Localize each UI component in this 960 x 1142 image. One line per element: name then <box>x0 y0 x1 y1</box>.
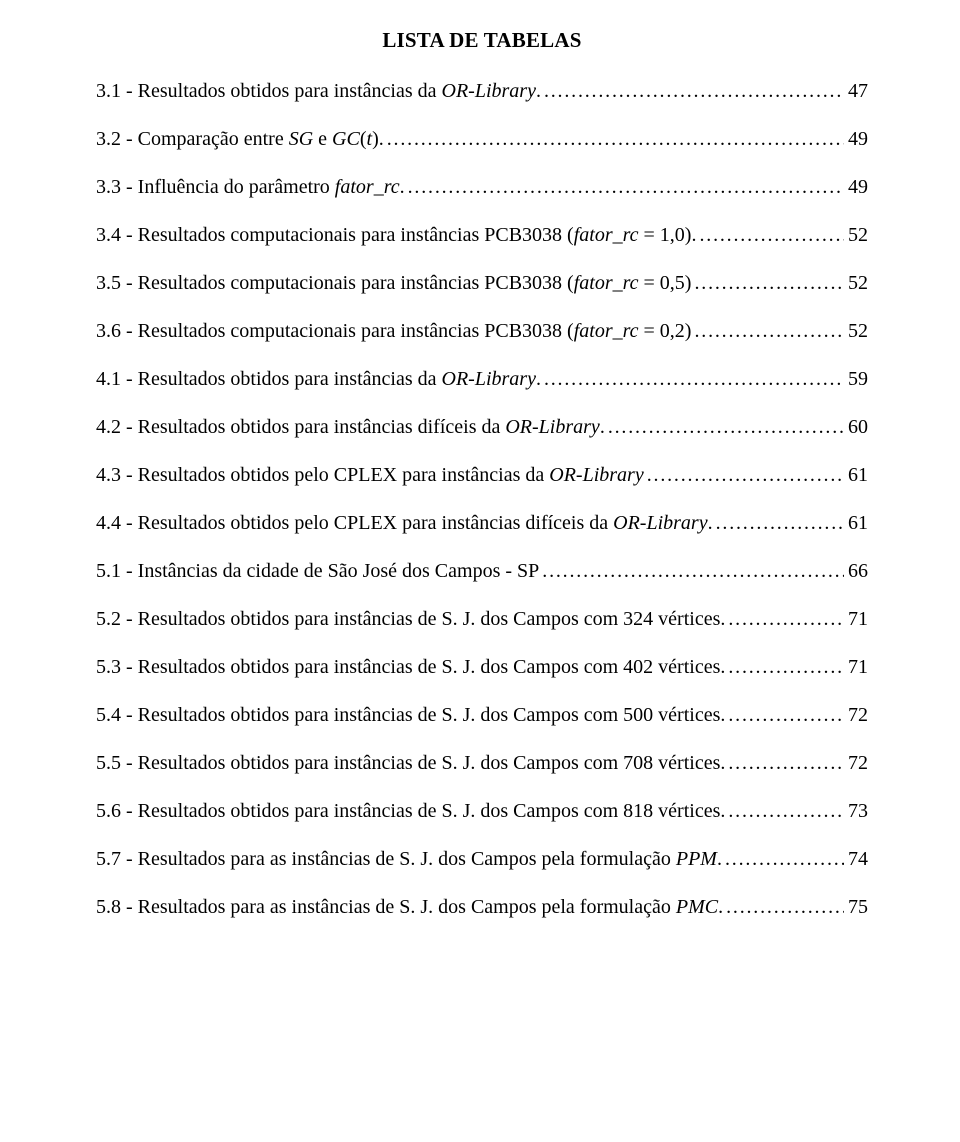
toc-entry-label: 5.6 - Resultados obtidos para instâncias… <box>96 801 725 821</box>
toc-entry: 3.4 - Resultados computacionais para ins… <box>96 225 868 245</box>
toc-entry-page: 71 <box>844 657 868 677</box>
toc-entry-label: 5.3 - Resultados obtidos para instâncias… <box>96 657 725 677</box>
toc-entry: 5.7 - Resultados para as instâncias de S… <box>96 849 868 869</box>
toc-entry-label: 5.8 - Resultados para as instâncias de S… <box>96 897 723 917</box>
toc-entry: 3.5 - Resultados computacionais para ins… <box>96 273 868 293</box>
toc-leader-dots <box>722 849 844 869</box>
toc-entry: 4.2 - Resultados obtidos para instâncias… <box>96 417 868 437</box>
page-title: LISTA DE TABELAS <box>96 28 868 53</box>
toc-entry-page: 72 <box>844 753 868 773</box>
toc-entry-label: 4.1 - Resultados obtidos para instâncias… <box>96 369 541 389</box>
toc-entry: 5.5 - Resultados obtidos para instâncias… <box>96 753 868 773</box>
toc-entry-label: 4.4 - Resultados obtidos pelo CPLEX para… <box>96 513 713 533</box>
toc-entry-label: 3.3 - Influência do parâmetro fator_rc. <box>96 177 405 197</box>
toc-entry-label: 5.7 - Resultados para as instâncias de S… <box>96 849 722 869</box>
toc-entry-label: 3.5 - Resultados computacionais para ins… <box>96 273 691 293</box>
toc-leader-dots <box>696 225 844 245</box>
toc-entry-label: 5.2 - Resultados obtidos para instâncias… <box>96 609 725 629</box>
toc-entry: 3.1 - Resultados obtidos para instâncias… <box>96 81 868 101</box>
toc-entry: 3.6 - Resultados computacionais para ins… <box>96 321 868 341</box>
toc-leader-dots <box>405 177 844 197</box>
toc-leader-dots <box>725 609 844 629</box>
toc-entry: 3.3 - Influência do parâmetro fator_rc. 4… <box>96 177 868 197</box>
toc-entry: 5.1 - Instâncias da cidade de São José d… <box>96 561 868 581</box>
toc-entry-page: 47 <box>844 81 868 101</box>
toc-entry-page: 61 <box>844 465 868 485</box>
toc-entry-label: 4.3 - Resultados obtidos pelo CPLEX para… <box>96 465 644 485</box>
toc-entry-page: 49 <box>844 129 868 149</box>
toc-entry: 5.3 - Resultados obtidos para instâncias… <box>96 657 868 677</box>
toc-entry-page: 52 <box>844 273 868 293</box>
toc-entry: 5.6 - Resultados obtidos para instâncias… <box>96 801 868 821</box>
toc-entry-label: 3.2 - Comparação entre SG e GC(t). <box>96 129 384 149</box>
toc-entry-page: 74 <box>844 849 868 869</box>
toc-entry-page: 61 <box>844 513 868 533</box>
toc-entry: 4.3 - Resultados obtidos pelo CPLEX para… <box>96 465 868 485</box>
toc-entry-page: 75 <box>844 897 868 917</box>
toc-entry-page: 73 <box>844 801 868 821</box>
toc-leader-dots <box>691 273 844 293</box>
toc-leader-dots <box>725 657 844 677</box>
toc-entry-label: 3.6 - Resultados computacionais para ins… <box>96 321 691 341</box>
toc-entry: 5.4 - Resultados obtidos para instâncias… <box>96 705 868 725</box>
toc-entry: 3.2 - Comparação entre SG e GC(t). 49 <box>96 129 868 149</box>
toc-entry: 5.8 - Resultados para as instâncias de S… <box>96 897 868 917</box>
toc-leader-dots <box>384 129 844 149</box>
toc-entry-page: 59 <box>844 369 868 389</box>
toc-entry: 4.1 - Resultados obtidos para instâncias… <box>96 369 868 389</box>
toc-leader-dots <box>644 465 844 485</box>
toc-leader-dots <box>725 801 844 821</box>
toc-leader-dots <box>541 369 844 389</box>
toc-entry-page: 60 <box>844 417 868 437</box>
toc-leader-dots <box>539 561 844 581</box>
toc-leader-dots <box>725 753 844 773</box>
toc-leader-dots <box>725 705 844 725</box>
toc-entry-label: 3.1 - Resultados obtidos para instâncias… <box>96 81 541 101</box>
toc-entry-page: 49 <box>844 177 868 197</box>
toc-leader-dots <box>541 81 844 101</box>
toc-entry: 4.4 - Resultados obtidos pelo CPLEX para… <box>96 513 868 533</box>
toc-entry-page: 72 <box>844 705 868 725</box>
toc-entry-label: 3.4 - Resultados computacionais para ins… <box>96 225 696 245</box>
toc-entry-page: 66 <box>844 561 868 581</box>
toc-entry-label: 4.2 - Resultados obtidos para instâncias… <box>96 417 605 437</box>
table-of-contents: 3.1 - Resultados obtidos para instâncias… <box>96 81 868 917</box>
toc-entry-page: 52 <box>844 225 868 245</box>
toc-entry-page: 52 <box>844 321 868 341</box>
toc-entry-label: 5.5 - Resultados obtidos para instâncias… <box>96 753 725 773</box>
toc-entry-label: 5.1 - Instâncias da cidade de São José d… <box>96 561 539 581</box>
toc-leader-dots <box>691 321 844 341</box>
toc-entry-label: 5.4 - Resultados obtidos para instâncias… <box>96 705 725 725</box>
toc-leader-dots <box>713 513 844 533</box>
toc-leader-dots <box>605 417 844 437</box>
toc-entry: 5.2 - Resultados obtidos para instâncias… <box>96 609 868 629</box>
toc-entry-page: 71 <box>844 609 868 629</box>
toc-leader-dots <box>723 897 844 917</box>
